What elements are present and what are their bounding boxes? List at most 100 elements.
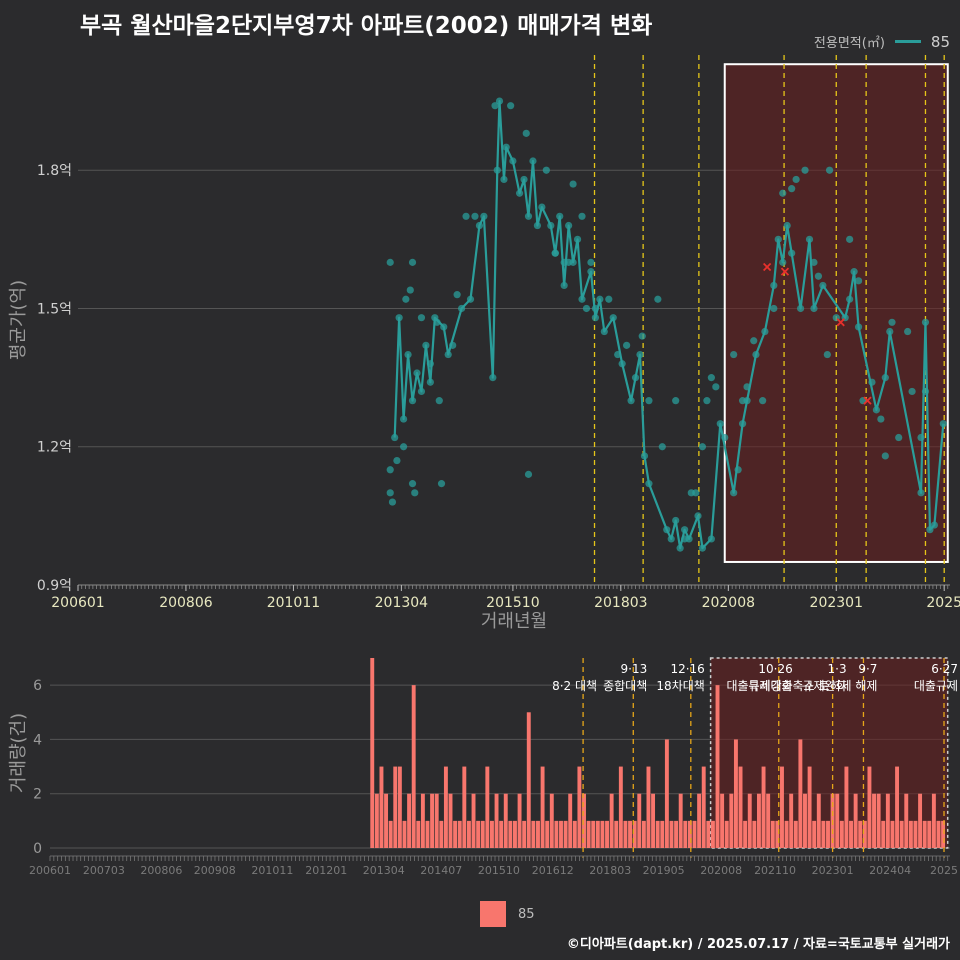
volume-bar — [669, 820, 674, 848]
volume-bar — [568, 793, 573, 848]
volume-bar — [554, 820, 559, 848]
volume-bar — [384, 793, 389, 848]
price-ytick-label: 1.5억 — [37, 301, 72, 317]
volume-bar — [508, 820, 513, 848]
price-point — [393, 456, 401, 465]
volume-bar — [379, 766, 384, 848]
volume-bar — [600, 820, 605, 848]
volume-bar — [899, 820, 904, 848]
price-point — [386, 466, 394, 474]
volume-ytick-label: 6 — [33, 678, 42, 694]
volume-bar — [637, 793, 642, 848]
volume-bar — [807, 766, 812, 848]
price-point — [623, 341, 631, 349]
volume-bar — [858, 820, 863, 848]
price-point — [408, 258, 417, 266]
price-point — [904, 327, 912, 336]
volume-bar — [402, 820, 407, 848]
price-point — [524, 470, 533, 478]
volume-bar — [885, 793, 890, 848]
price-legend-swatch — [894, 40, 921, 43]
price-point — [638, 332, 646, 340]
volume-xtick-label: 202301 — [812, 864, 854, 877]
price-point — [707, 374, 715, 382]
volume-bar — [434, 793, 439, 848]
volume-xtick-label: 201304 — [363, 864, 405, 877]
price-point — [712, 383, 720, 391]
volume-bar — [881, 820, 886, 848]
price-point — [895, 433, 903, 442]
volume-bar — [789, 793, 794, 848]
volume-bar — [503, 793, 508, 848]
volume-bar — [545, 820, 550, 848]
price-point — [881, 452, 889, 460]
price-point — [645, 397, 653, 405]
volume-bar — [803, 793, 807, 848]
volume-legend-label: 85 — [518, 906, 535, 922]
volume-bar — [862, 820, 867, 848]
volume-bar — [766, 793, 771, 848]
volume-bar — [738, 766, 743, 848]
volume-bar — [867, 766, 872, 848]
volume-bar — [513, 820, 517, 848]
volume-bar — [586, 820, 591, 848]
volume-bar — [876, 793, 881, 848]
volume-bar — [756, 793, 761, 848]
policy-date-label: 1·3 — [828, 662, 847, 676]
volume-xtick-label: 201407 — [420, 864, 462, 877]
price-point — [522, 129, 530, 137]
price-point — [654, 295, 662, 303]
price-point — [462, 212, 470, 220]
volume-bar — [683, 820, 688, 848]
volume-bar — [466, 820, 471, 848]
price-point — [854, 277, 863, 285]
volume-bar — [531, 820, 536, 848]
price-y-label: 평균가(억) — [8, 280, 29, 360]
volume-bar — [457, 820, 462, 848]
price-point — [582, 304, 591, 313]
price-point — [788, 185, 796, 193]
volume-bar — [853, 793, 858, 848]
volume-bar — [660, 820, 665, 848]
volume-xtick-label: 201803 — [589, 864, 631, 877]
volume-bar — [448, 793, 453, 848]
price-xtick-label: 201510 — [486, 595, 539, 611]
volume-bar — [706, 820, 711, 848]
price-point — [578, 212, 586, 220]
volume-bar — [471, 793, 476, 848]
volume-bar — [821, 820, 826, 848]
volume-xtick-label: 202404 — [869, 864, 911, 877]
cancelled-deal-marker — [863, 396, 872, 405]
volume-bar — [420, 793, 425, 848]
price-point — [730, 350, 738, 359]
volume-bar — [430, 793, 435, 848]
volume-bar — [931, 793, 936, 848]
volume-bar — [747, 793, 752, 848]
volume-bar — [397, 766, 402, 848]
volume-bar — [692, 820, 697, 848]
volume-legend: 85 — [480, 901, 535, 927]
volume-bar — [655, 820, 660, 848]
cancelled-deal-marker — [780, 267, 790, 276]
volume-bar — [618, 766, 623, 848]
volume-xtick-label: 201612 — [532, 864, 574, 877]
volume-bar — [687, 820, 692, 848]
volume-bar — [407, 793, 412, 848]
volume-xtick-label: 200703 — [83, 864, 125, 877]
volume-bar — [393, 766, 398, 848]
price-x-label: 거래년월 — [481, 611, 547, 632]
volume-xtick-label: 200806 — [140, 864, 182, 877]
volume-bar — [724, 820, 729, 848]
volume-xtick-label: 201011 — [251, 864, 293, 877]
volume-bar — [646, 766, 651, 848]
policy-date-label: 6·27 — [931, 662, 958, 676]
volume-bar — [632, 820, 637, 848]
volume-bar — [582, 793, 586, 848]
volume-bar — [835, 793, 840, 848]
price-point — [779, 189, 787, 197]
volume-bar — [517, 793, 522, 848]
policy-date-label: 10·26 — [758, 662, 792, 676]
volume-bar — [715, 685, 720, 848]
price-point — [698, 443, 707, 451]
volume-bar — [591, 820, 596, 848]
